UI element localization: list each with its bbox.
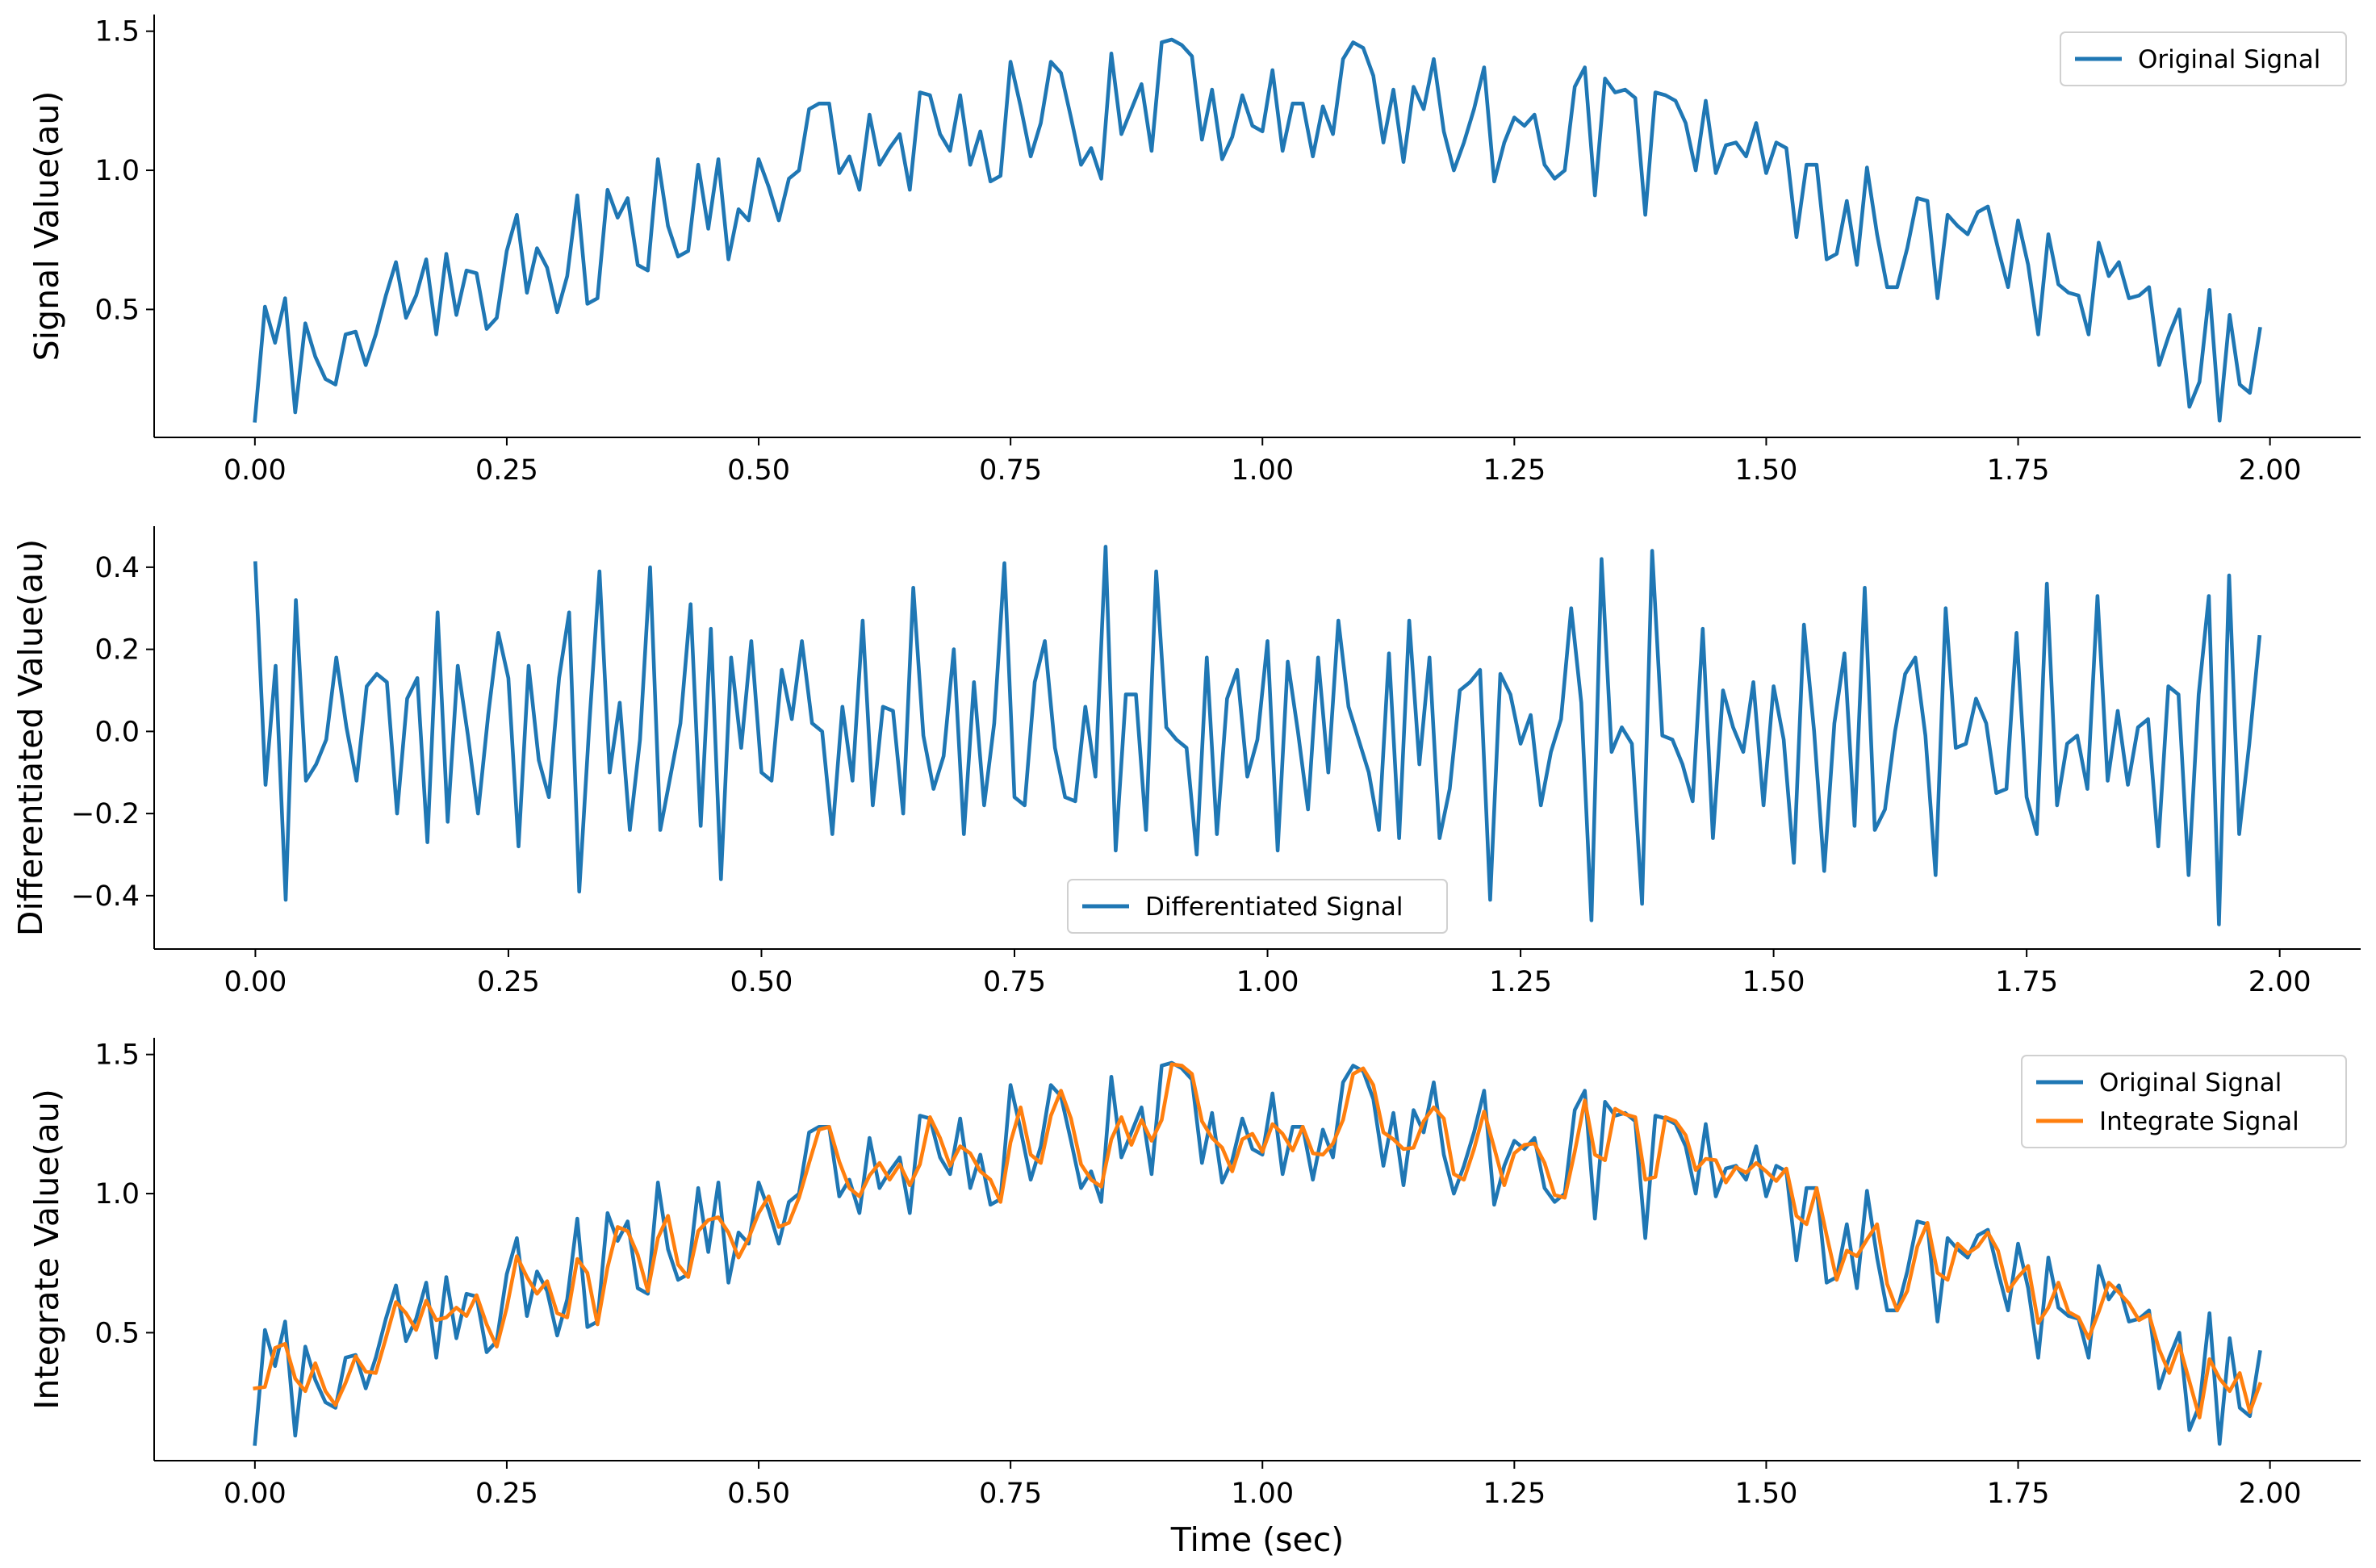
signal-y-axis-label: Signal Value(au) (27, 91, 66, 362)
integrate-legend-label: Integrate Signal (2099, 1107, 2299, 1136)
signal-x-tick-label: 0.25 (475, 454, 538, 487)
signal-x-tick-label: 1.00 (1231, 454, 1294, 487)
differentiated-y-tick-label: 0.2 (94, 634, 140, 667)
differentiated-x-tick-label: 1.50 (1742, 966, 1805, 998)
signal-x-tick-label: 0.00 (224, 454, 287, 487)
differentiated-x-tick-label: 1.75 (1995, 966, 2058, 998)
signal-x-tick-label: 0.50 (727, 454, 790, 487)
time-x-axis-label: Time (sec) (1170, 1520, 1345, 1559)
integrate-x-tick-label: 1.25 (1483, 1478, 1546, 1510)
signal-legend: Original Signal (2060, 31, 2347, 86)
signal-y-tick-label: 0.5 (94, 294, 140, 326)
integrate-axes: 0.00 0.25 0.50 0.75 1.00 1.25 1.50 1.75 2.00 0.5 1… (94, 1038, 2361, 1510)
signal-y-tick-label: 1.5 (94, 16, 140, 48)
integrate-y-tick-label: 1.5 (94, 1039, 140, 1072)
signal-legend-frame (2060, 31, 2347, 86)
integrate-y-tick-label: 0.5 (94, 1317, 140, 1349)
differentiated-legend-label: Differentiated Signal (1145, 893, 1403, 922)
integrate-y-tick-label: 1.0 (94, 1178, 140, 1210)
integrate-legend: Original Signal Integrate Signal (2021, 1055, 2347, 1148)
signal-panel: 0.00 0.25 0.50 0.75 1.00 1.25 1.50 1.75 2.00 0.5 1… (27, 15, 2361, 487)
differentiated-y-tick-label: −0.2 (71, 798, 140, 830)
integrate-legend-frame (2021, 1055, 2347, 1148)
signal-legend-label: Original Signal (2138, 45, 2320, 74)
differentiated-y-tick-label: 0.0 (94, 716, 140, 748)
signal-x-tick-label: 1.25 (1483, 454, 1546, 487)
integrate-x-tick-label: 0.25 (475, 1478, 538, 1510)
integrate-x-tick-label: 0.50 (727, 1478, 790, 1510)
differentiated-y-tick-label: −0.4 (71, 880, 140, 913)
integrate-x-tick-label: 0.00 (224, 1478, 287, 1510)
signal-x-tick-label: 0.75 (979, 454, 1042, 487)
differentiated-x-tick-label: 0.75 (983, 966, 1046, 998)
differentiated-series-line-differentiated-signal (253, 545, 2262, 926)
integrate-legend-label: Original Signal (2099, 1068, 2282, 1098)
signal-x-tick-label: 1.50 (1734, 454, 1797, 487)
differentiated-x-tick-label: 0.25 (477, 966, 540, 998)
differentiated-legend: Differentiated Signal (1067, 879, 1448, 934)
signal-x-tick-label: 2.00 (2239, 454, 2302, 487)
signal-series-line-original-signal (253, 37, 2262, 423)
integrate-x-tick-label: 2.00 (2239, 1478, 2302, 1510)
signal-lines (253, 37, 2262, 423)
differentiated-y-axis-label: Differentiated Value(au) (11, 539, 50, 936)
integrate-x-tick-label: 1.75 (1987, 1478, 2050, 1510)
differentiated-legend-frame (1067, 879, 1448, 934)
differentiated-x-tick-label: 1.00 (1236, 966, 1299, 998)
integrate-x-tick-label: 1.50 (1734, 1478, 1797, 1510)
integrate-y-axis-label: Integrate Value(au) (27, 1089, 66, 1409)
signal-y-tick-label: 1.0 (94, 155, 140, 187)
integrate-lines (253, 1060, 2263, 1446)
integrate-x-tick-label: 0.75 (979, 1478, 1042, 1510)
differentiated-lines (253, 545, 2262, 926)
integrate-panel: 0.00 0.25 0.50 0.75 1.00 1.25 1.50 1.75 2.00 0.5 1… (27, 1038, 2361, 1559)
differentiated-x-tick-label: 2.00 (2248, 966, 2311, 998)
differentiated-y-tick-label: 0.4 (94, 552, 140, 584)
signal-x-tick-label: 1.75 (1987, 454, 2050, 487)
integrate-series-line-integrate-signal (253, 1062, 2263, 1420)
differentiated-panel: 0.00 0.25 0.50 0.75 1.00 1.25 1.50 1.75 2.00 −0.4… (11, 526, 2361, 998)
differentiated-x-tick-label: 0.50 (730, 966, 793, 998)
differentiated-x-tick-label: 1.25 (1489, 966, 1552, 998)
differentiated-axes: 0.00 0.25 0.50 0.75 1.00 1.25 1.50 1.75 2.00 −0.4… (71, 526, 2361, 998)
integrate-x-tick-label: 1.00 (1231, 1478, 1294, 1510)
signal-axes: 0.00 0.25 0.50 0.75 1.00 1.25 1.50 1.75 2.00 0.5 1… (94, 15, 2361, 487)
differentiated-x-tick-label: 0.00 (224, 966, 287, 998)
